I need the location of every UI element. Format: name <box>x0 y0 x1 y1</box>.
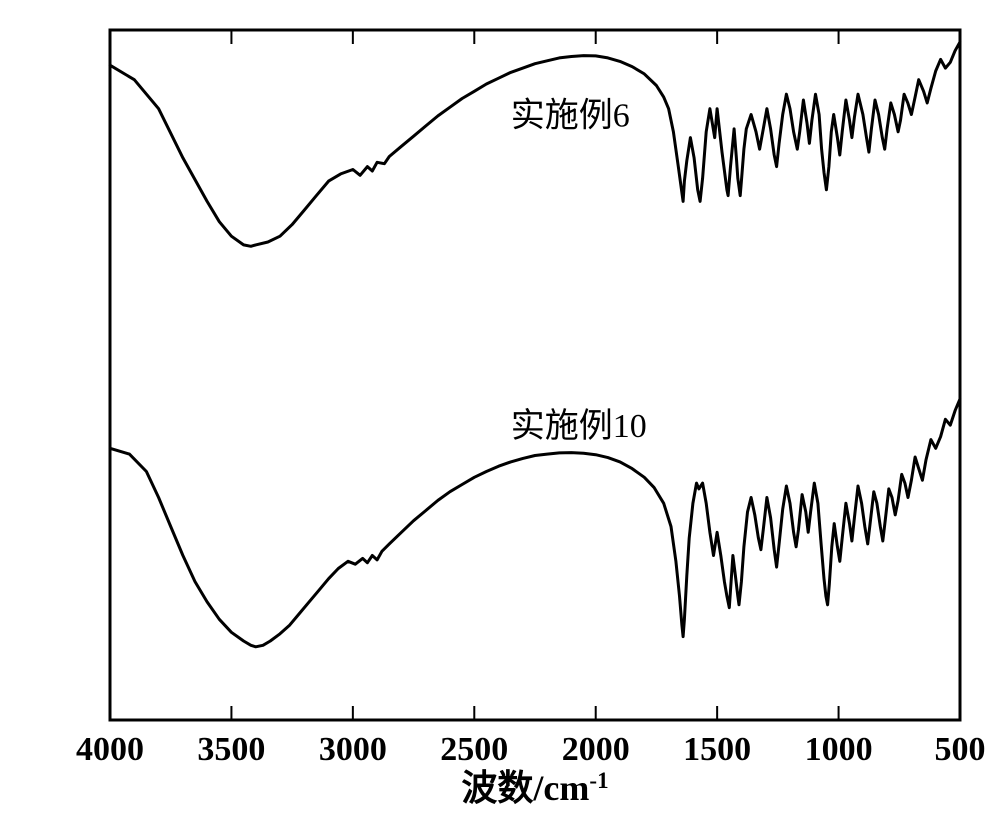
x-tick-label: 3500 <box>197 731 265 768</box>
x-tick-label: 2000 <box>562 731 630 768</box>
x-tick-label: 500 <box>935 731 986 768</box>
chart-container: 4000 3500 3000 2500 2000 1500 1000 500 波数/cm-1 实施… <box>0 0 1000 823</box>
x-tick-label: 3000 <box>319 731 387 768</box>
x-tick-label: 1500 <box>683 731 751 768</box>
x-tick-label: 4000 <box>76 731 144 768</box>
x-tick-label: 2500 <box>440 731 508 768</box>
ir-spectrum-chart: 4000 3500 3000 2500 2000 1500 1000 500 波数/cm-1 实施… <box>0 0 1000 823</box>
series-label-1: 实施例10 <box>511 407 647 445</box>
x-tick-label: 1000 <box>805 731 873 768</box>
x-axis-label: 波数/cm-1 <box>461 768 608 809</box>
series-label-0: 实施例6 <box>511 97 630 135</box>
